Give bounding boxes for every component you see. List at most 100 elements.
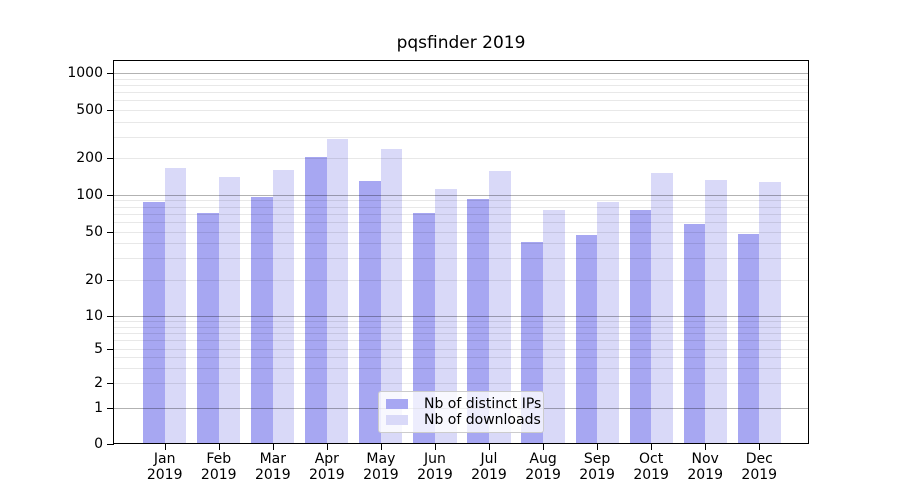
x-tick-label-dec: Dec 2019 [741,451,778,483]
gridline-major [114,73,808,75]
y-tick-label: 50 [85,223,103,240]
gridline-minor [114,340,808,342]
bar-downloads-dec [759,182,781,445]
gridline-minor [114,326,808,328]
gridline-minor [114,206,808,208]
gridline-minor [114,383,808,385]
bar-ips-jul [467,198,489,445]
gridline-minor [114,100,808,102]
legend-swatch-distinct-ips-icon [386,398,408,409]
bar-ips-nov [683,223,706,445]
bar-downloads-aug [543,209,565,445]
bar-downloads-apr [326,139,349,445]
gridline-minor [114,85,808,87]
gridline-minor [114,200,808,202]
x-tick-label-jul: Jul 2019 [471,451,507,483]
gridline-minor [114,158,808,160]
legend: Nb of distinct IPs Nb of downloads [378,391,544,433]
x-tick-mark [434,444,436,450]
bar-ips-sep [575,234,598,445]
x-tick-mark [759,444,761,450]
legend-item-distinct-ips: Nb of distinct IPs [386,396,541,412]
gridline-minor [114,221,808,223]
gridline-minor [114,78,808,80]
bar-downloads-sep [597,201,619,445]
bar-downloads-nov [705,180,727,445]
gridline-major [114,316,808,317]
bar-ips-jan [143,201,165,445]
gridline-minor [114,110,808,111]
gridline-major [114,194,808,196]
bar-ips-mar [251,196,273,445]
y-tick-label: 10 [85,308,103,324]
x-tick-mark [218,444,220,450]
x-tick-label-nov: Nov 2019 [687,451,723,483]
gridline-minor [114,243,808,245]
gridline-minor [114,213,808,215]
bar-downloads-jun [434,189,457,445]
gridline-minor [114,279,808,281]
bar-downloads-oct [651,172,673,445]
y-tick-mark [107,316,114,317]
legend-item-downloads: Nb of downloads [386,412,541,428]
gridline-minor [114,258,808,260]
y-tick-mark [107,444,114,446]
x-tick-label-jun: Jun 2019 [417,451,453,483]
x-tick-mark [597,444,599,450]
gridline-minor [114,231,808,233]
y-tick-label: 0 [94,436,103,453]
x-tick-mark [489,444,490,450]
legend-label-distinct-ips: Nb of distinct IPs [424,395,542,412]
y-tick-label: 200 [76,150,103,167]
x-tick-mark [326,444,328,450]
x-tick-label-feb: Feb 2019 [200,451,237,483]
bar-ips-jun [413,212,435,445]
x-tick-mark [651,444,653,450]
x-tick-label-oct: Oct 2019 [633,451,669,483]
y-tick-mark [107,194,114,196]
bar-downloads-mar [272,169,295,445]
bar-downloads-jan [164,168,187,445]
y-tick-label: 500 [76,102,103,118]
y-tick-label: 2 [94,375,103,392]
y-tick-label: 100 [76,186,103,203]
y-tick-label: 5 [94,341,103,357]
y-tick-label: 20 [85,271,103,288]
legend-swatch-downloads-icon [386,415,408,426]
gridline-minor [114,321,808,322]
x-tick-mark [272,444,274,450]
bar-downloads-feb [218,176,241,445]
x-tick-label-apr: Apr 2019 [309,451,345,483]
x-tick-label-jan: Jan 2019 [146,451,183,483]
y-tick-mark [107,73,114,75]
x-tick-label-sep: Sep 2019 [579,451,615,483]
bar-downloads-may [380,149,403,445]
x-tick-label-aug: Aug 2019 [525,451,561,483]
legend-label-downloads: Nb of downloads [424,412,541,429]
y-tick-mark [107,231,114,233]
y-tick-label: 1000 [67,65,103,82]
chart-title: pqsfinder 2019 [396,33,526,53]
gridline-minor [114,121,808,123]
bar-downloads-jul [489,170,511,445]
gridline-minor [114,92,808,94]
x-tick-mark [164,444,166,450]
y-tick-mark [107,408,114,410]
y-tick-mark [107,349,114,350]
gridline-minor [114,357,808,359]
x-tick-label-mar: Mar 2019 [254,451,291,483]
gridline-minor [114,368,808,370]
bar-ips-apr [305,156,327,445]
bar-ips-feb [197,212,219,445]
bar-ips-oct [629,209,652,445]
x-tick-mark [705,444,707,450]
y-tick-label: 1 [94,400,103,417]
x-tick-mark [380,444,382,450]
y-tick-mark [107,158,114,160]
x-tick-mark [543,444,545,450]
gridline-minor [114,333,808,334]
y-tick-mark [107,279,114,281]
gridline-minor [114,349,808,350]
bar-ips-dec [737,233,760,445]
